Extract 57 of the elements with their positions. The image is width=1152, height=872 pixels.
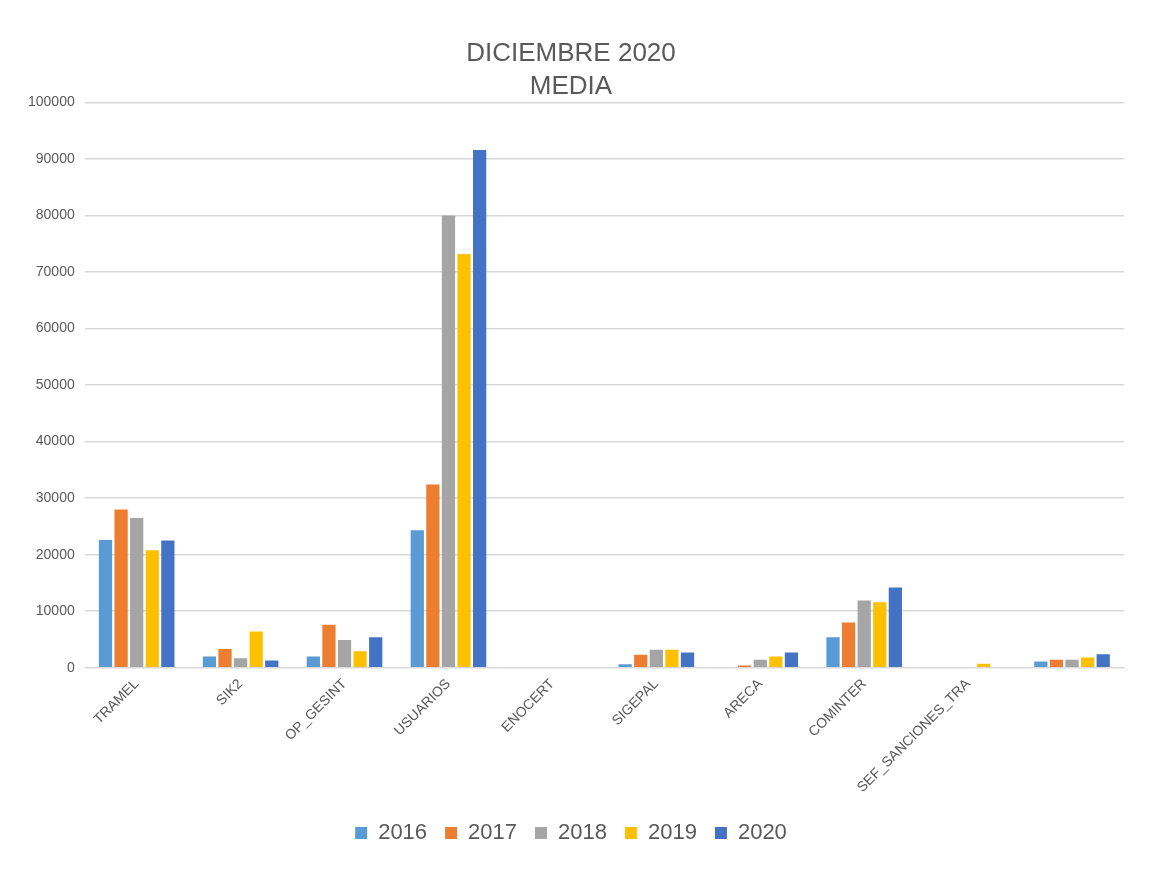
legend-label: 2019	[647, 819, 697, 845]
y-tick-label: 20000	[35, 545, 75, 562]
y-tick-label: 80000	[35, 206, 75, 223]
legend-label: 2016	[378, 819, 428, 845]
y-tick-label: 100000	[28, 93, 75, 110]
legend-label: 2018	[558, 819, 607, 845]
bar	[161, 540, 175, 667]
chart-title: DICIEMBRE 2020	[466, 36, 676, 67]
bar	[233, 658, 248, 667]
bar	[457, 253, 471, 667]
bar	[857, 600, 871, 667]
bar	[1034, 661, 1048, 667]
bar	[249, 631, 263, 667]
bar	[634, 654, 648, 667]
bar	[322, 624, 336, 667]
chart-subtitle: MEDIA	[529, 69, 613, 100]
y-tick-label: 0	[66, 658, 75, 675]
bar	[888, 587, 902, 667]
y-tick-label: 90000	[35, 149, 75, 166]
bar	[353, 651, 367, 667]
bar	[665, 649, 679, 667]
bar	[426, 484, 440, 667]
bar	[680, 652, 695, 667]
bar	[441, 215, 456, 667]
bar	[977, 663, 991, 667]
legend-label: 2017	[468, 819, 518, 845]
bar	[784, 652, 799, 667]
y-tick-label: 10000	[35, 602, 75, 619]
bar	[753, 659, 767, 667]
bar	[649, 649, 663, 667]
y-tick-label: 40000	[35, 432, 75, 449]
y-tick-label: 70000	[35, 262, 75, 279]
bar	[337, 640, 352, 667]
bar	[841, 622, 856, 667]
bar	[218, 649, 232, 667]
bar	[618, 664, 632, 667]
bar	[1081, 657, 1095, 667]
bar	[1065, 659, 1079, 667]
bar	[410, 530, 424, 667]
bar	[369, 637, 383, 667]
bar	[306, 656, 320, 667]
bar	[769, 656, 783, 667]
bar	[145, 550, 159, 667]
bar	[873, 602, 887, 667]
bar	[114, 509, 128, 667]
bar	[265, 660, 279, 667]
bar	[1049, 659, 1064, 667]
bar	[826, 637, 840, 667]
bar	[473, 149, 487, 667]
bar	[1096, 654, 1110, 667]
bar	[130, 517, 144, 667]
y-tick-label: 30000	[35, 489, 75, 505]
legend-label: 2020	[737, 819, 787, 845]
y-tick-label: 60000	[35, 319, 75, 336]
y-tick-label: 50000	[35, 375, 75, 392]
bar	[98, 539, 113, 667]
bar	[202, 656, 217, 667]
